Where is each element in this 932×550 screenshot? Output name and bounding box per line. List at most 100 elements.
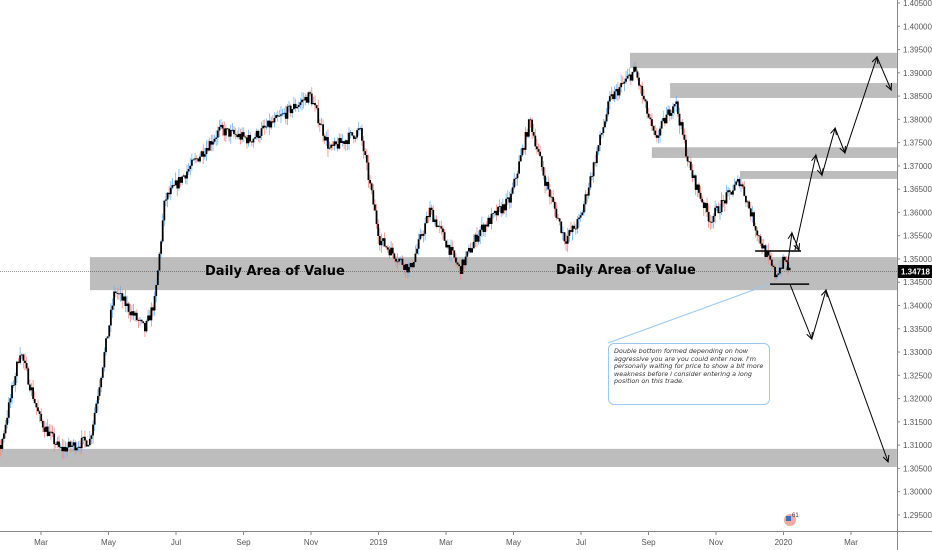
candle-body bbox=[309, 92, 312, 94]
candle-body bbox=[754, 226, 757, 231]
y-tick-label: 1.35000 bbox=[903, 255, 932, 264]
candle-body bbox=[430, 207, 433, 210]
candle-body bbox=[490, 213, 493, 225]
candle-body bbox=[498, 206, 501, 208]
candle-body bbox=[239, 133, 242, 140]
candle-body bbox=[67, 441, 70, 448]
arrowhead-icon bbox=[787, 231, 795, 240]
candle-body bbox=[489, 217, 491, 225]
candle-body bbox=[200, 151, 203, 157]
price-axis[interactable]: 1.29500 1.30000 1.30500 1.31000 1.31500 1.320… bbox=[897, 0, 932, 550]
arrowhead-icon bbox=[820, 289, 828, 298]
candle-body bbox=[683, 134, 686, 140]
candle-body bbox=[134, 312, 137, 316]
time-axis[interactable]: Mar May Jul Sep Nov 2019 Mar May Jul Sep Nov 2020 Ma… bbox=[0, 531, 932, 547]
event-flag-icon[interactable]: 61 bbox=[784, 513, 799, 526]
candle-body bbox=[621, 82, 624, 84]
candle-body bbox=[27, 368, 30, 385]
candle-body bbox=[474, 234, 477, 242]
candle-body bbox=[241, 132, 243, 140]
candle-body bbox=[181, 176, 184, 183]
candle-body bbox=[722, 200, 725, 201]
candle-body bbox=[777, 273, 780, 275]
candle-body bbox=[592, 162, 595, 177]
candle-body bbox=[30, 387, 33, 391]
candle-body bbox=[46, 426, 49, 437]
candle-body bbox=[678, 113, 681, 126]
candle-body bbox=[352, 135, 355, 139]
candle-body bbox=[485, 224, 488, 227]
candle-body bbox=[340, 138, 342, 143]
candle-body bbox=[746, 201, 749, 203]
annotation-callout[interactable]: Double bottom formed depending on how ag… bbox=[608, 343, 770, 405]
candle-body bbox=[280, 114, 282, 116]
candle-body bbox=[343, 141, 346, 144]
candle-body bbox=[584, 194, 587, 205]
candle-body bbox=[455, 257, 457, 263]
candle-body bbox=[291, 109, 294, 114]
candle-body bbox=[610, 94, 613, 97]
candle-body bbox=[631, 71, 634, 81]
candle-body bbox=[233, 129, 235, 134]
candle-body bbox=[382, 238, 384, 241]
candle-body bbox=[79, 446, 81, 449]
candle-body bbox=[318, 123, 321, 125]
y-tick-label: 1.34000 bbox=[903, 302, 932, 311]
candle-body bbox=[749, 208, 752, 217]
candle-body bbox=[411, 263, 414, 268]
candle-body bbox=[118, 293, 120, 295]
candle-body bbox=[399, 258, 402, 260]
candle-body bbox=[145, 320, 148, 332]
candle-body bbox=[390, 247, 393, 256]
candle-body bbox=[147, 315, 150, 321]
candle-body bbox=[43, 427, 46, 432]
candle-body bbox=[103, 352, 106, 368]
candle-body bbox=[557, 217, 559, 219]
candle-body bbox=[442, 228, 444, 233]
candle-body bbox=[741, 184, 744, 187]
candle-body bbox=[6, 417, 9, 425]
candle-body bbox=[435, 219, 438, 227]
candle-body bbox=[727, 190, 729, 193]
candle-body bbox=[510, 193, 512, 203]
candle-body bbox=[359, 128, 362, 129]
candle-body bbox=[433, 219, 436, 223]
candle-body bbox=[421, 234, 423, 236]
y-tick-label: 1.36000 bbox=[903, 208, 932, 217]
candle-body bbox=[424, 223, 427, 234]
candle-body bbox=[265, 126, 268, 128]
candle-body bbox=[503, 204, 506, 211]
y-tick-label: 1.31500 bbox=[903, 418, 932, 427]
candle-body bbox=[187, 169, 190, 172]
candle-body bbox=[670, 113, 673, 116]
candle-body bbox=[24, 360, 26, 363]
candle-body bbox=[349, 132, 352, 134]
zone-rect bbox=[89, 257, 897, 291]
candle-body bbox=[591, 176, 593, 178]
candle-body bbox=[184, 175, 187, 179]
candle-body bbox=[458, 264, 461, 267]
candle-body bbox=[672, 106, 674, 114]
candle-body bbox=[536, 146, 538, 150]
candle-body bbox=[540, 156, 543, 168]
candle-body bbox=[740, 184, 742, 187]
candle-body bbox=[278, 115, 281, 117]
candle-body bbox=[688, 161, 691, 163]
y-tick-label: 1.37000 bbox=[903, 162, 932, 171]
candle-body bbox=[516, 173, 519, 179]
candle-body bbox=[702, 202, 705, 209]
candle-body bbox=[618, 87, 621, 96]
candle-body bbox=[208, 141, 211, 151]
candle-body bbox=[707, 211, 710, 222]
candle-body bbox=[293, 103, 295, 110]
candle-body bbox=[58, 441, 60, 448]
candle-body bbox=[310, 93, 313, 105]
candle-body bbox=[652, 126, 655, 131]
candle-body bbox=[659, 128, 661, 136]
candle-body bbox=[75, 447, 78, 451]
candle-body bbox=[14, 376, 17, 386]
candle-body bbox=[7, 402, 10, 418]
candle-body bbox=[558, 218, 561, 222]
candle-body bbox=[237, 133, 240, 138]
